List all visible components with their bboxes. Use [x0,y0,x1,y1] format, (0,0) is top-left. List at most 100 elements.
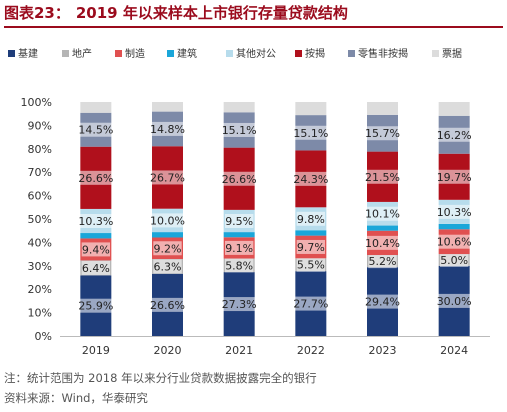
bar-segment [152,232,183,238]
legend-label-8: 票据 [442,47,462,60]
data-label: 9.7% [297,241,325,254]
data-label: 27.3% [222,298,257,311]
data-label: 9.4% [82,243,110,256]
y-tick-label: 70% [28,166,52,179]
data-label-bg [78,213,114,228]
legend-label-4: 建筑 [177,47,197,60]
y-tick-label: 60% [28,190,52,203]
data-label-bg [436,127,472,142]
figure-number: 图表23： [4,4,70,22]
data-label: 5.5% [297,259,325,272]
bars: 25.9% 6.4% 9.4% 10.3% 26.6% 14.5% 26.6% 6.3% 9.2… [78,102,472,336]
data-label-bg [296,239,326,254]
x-tick-label: 2024 [440,344,468,357]
data-label-bg [153,259,182,274]
data-label-bg [150,170,185,185]
data-label-bg [293,171,329,186]
data-label-bg [436,204,472,219]
data-label-bg [296,257,326,272]
data-label-bg [150,213,185,228]
y-tick-label: 50% [28,213,52,226]
x-tick-label: 2019 [82,344,110,357]
legend-label-5: 其他对公 [236,47,276,60]
data-label: 15.7% [365,127,400,140]
data-label-bg [224,213,254,228]
data-label-bg [365,126,400,141]
data-label-bg [365,235,400,250]
data-label: 26.6% [222,173,257,186]
data-label: 21.5% [365,171,400,184]
legend-swatch-1 [8,50,15,57]
data-label: 24.3% [293,173,328,186]
data-label-bg [436,169,472,184]
data-label: 9.1% [225,242,253,255]
bar-segment [223,102,255,113]
bar-segment [295,230,327,236]
data-label-bg [365,294,400,309]
legend-label-7: 零售非按揭 [358,47,408,60]
data-label: 14.5% [78,124,113,137]
data-label: 10.1% [365,208,400,221]
y-tick-label: 30% [28,260,52,273]
data-label: 6.4% [82,262,110,275]
bar-segment [152,102,183,112]
bar-segment [438,223,470,230]
data-label: 27.7% [293,298,328,311]
source-note: 资料来源：Wind，华泰研究 [4,391,148,405]
data-label: 5.8% [225,259,253,272]
legend-label-6: 按揭 [305,47,325,60]
data-label: 30.0% [437,295,472,308]
y-tick-label: 100% [21,96,52,109]
bar-segment [80,233,112,239]
legend-label-1: 基建 [18,47,38,60]
bar-segment [80,102,112,113]
data-label-bg [81,242,111,257]
data-label-bg [81,260,111,275]
x-axis: 2019 2020 2021 2022 2023 2024 [60,336,490,357]
data-label-bg [221,171,257,186]
data-label: 10.3% [78,215,113,228]
legend-swatch-4 [167,50,174,57]
data-label: 9.2% [154,242,182,255]
data-label-bg [296,211,326,226]
legend: 基建 地产 制造 建筑 其他对公 按揭 零售非按揭 票据 [8,47,462,60]
data-label-bg [436,293,472,308]
data-label: 16.2% [437,129,472,142]
data-label-bg [78,122,114,137]
data-label-bg [221,122,257,137]
data-label-bg [293,296,329,311]
data-label: 26.7% [150,171,185,184]
x-tick-label: 2022 [297,344,325,357]
legend-swatch-3 [115,50,122,57]
legend-swatch-5 [226,50,233,57]
data-label: 5.2% [369,255,397,268]
y-axis: 0% 10% 20% 30% 40% 50% 60% 70% 80% 90% 100% [21,96,52,343]
bar-segment [295,102,327,116]
data-label-bg [150,121,185,136]
data-label: 10.6% [437,236,472,249]
legend-label-3: 制造 [125,47,145,60]
data-label: 9.8% [297,213,325,226]
bar-segment [367,102,398,115]
legend-label-2: 地产 [72,47,92,60]
y-tick-label: 90% [28,119,52,132]
data-label: 5.0% [440,254,468,267]
y-tick-label: 20% [28,283,52,296]
data-label: 15.1% [222,124,257,137]
data-label-bg [368,254,397,269]
data-label-bg [436,234,472,249]
data-label: 10.0% [150,214,185,227]
data-label: 9.5% [225,215,253,228]
data-label: 26.6% [150,299,185,312]
data-label-bg [153,241,182,256]
data-label: 10.3% [437,206,472,219]
data-label-bg [78,298,114,313]
data-label-bg [224,240,254,255]
data-label: 10.4% [365,237,400,250]
y-tick-label: 40% [28,236,52,249]
footnote: 注：统计范围为 2018 年以来分行业贷款数据披露完全的银行 [4,371,317,385]
legend-swatch-8 [432,50,439,57]
legend-swatch-6 [295,50,302,57]
stacked-bar-chart: 基建 地产 制造 建筑 其他对公 按揭 零售非按揭 票据 0% 10% 20% 30% 40% 50% 6… [8,47,490,357]
x-tick-label: 2020 [154,344,182,357]
